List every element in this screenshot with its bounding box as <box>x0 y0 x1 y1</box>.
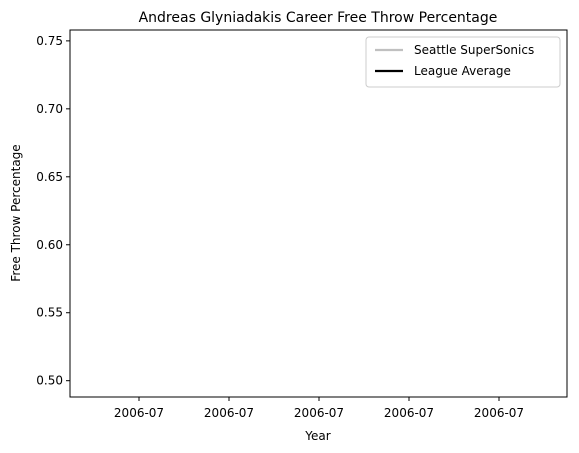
legend-label-league-average: League Average <box>414 64 511 78</box>
x-tick-label: 2006-07 <box>384 406 434 420</box>
x-tick-label: 2006-07 <box>474 406 524 420</box>
y-axis-title: Free Throw Percentage <box>9 144 23 281</box>
legend: Seattle SuperSonics League Average <box>365 36 561 88</box>
legend-frame <box>365 36 561 88</box>
legend-label-seattle-supersonics: Seattle SuperSonics <box>414 43 534 57</box>
y-tick-label: 0.75 <box>36 34 63 48</box>
y-axis: 0.50 0.55 0.60 0.65 0.70 0.75 <box>36 34 70 388</box>
y-tick-label: 0.60 <box>36 238 63 252</box>
x-tick-label: 2006-07 <box>114 406 164 420</box>
x-axis: 2006-07 2006-07 2006-07 2006-07 2006-07 <box>114 397 524 420</box>
chart-title: Andreas Glyniadakis Career Free Throw Pe… <box>139 10 498 26</box>
y-tick-label: 0.65 <box>36 170 63 184</box>
y-tick-label: 0.70 <box>36 102 63 116</box>
x-axis-title: Year <box>304 429 330 443</box>
x-tick-label: 2006-07 <box>204 406 254 420</box>
y-tick-label: 0.55 <box>36 306 63 320</box>
y-tick-label: 0.50 <box>36 374 63 388</box>
x-tick-label: 2006-07 <box>294 406 344 420</box>
